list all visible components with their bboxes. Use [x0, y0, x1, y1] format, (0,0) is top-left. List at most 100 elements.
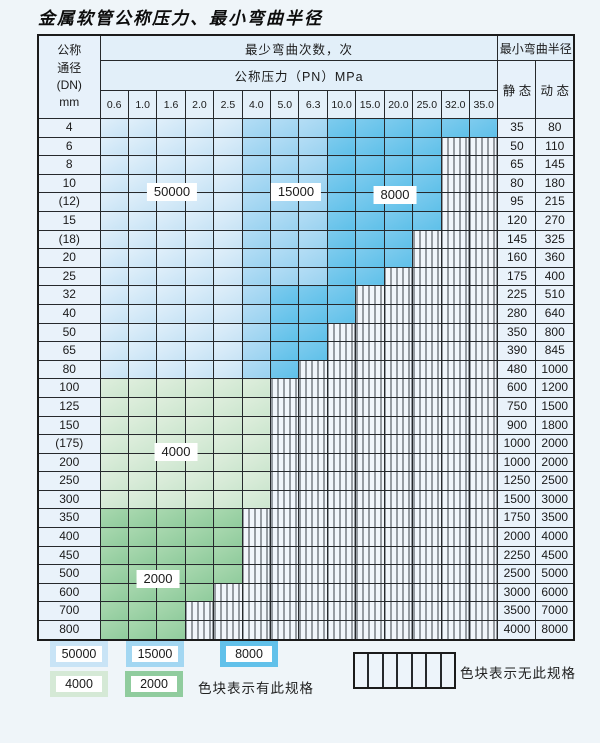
- cycle-band-cell: [156, 303, 186, 324]
- no-spec-cell: [383, 601, 414, 622]
- cycle-band-cell: [326, 285, 357, 305]
- no-spec-cell: [355, 359, 385, 380]
- cycle-count-label: 50000: [146, 183, 198, 201]
- no-spec-cell: [440, 266, 470, 287]
- cycle-band-cell: [156, 601, 186, 622]
- dynamic-radius-cell: 2500: [535, 471, 575, 491]
- cycle-band-cell: [156, 136, 186, 157]
- no-spec-cell: [468, 322, 499, 343]
- static-radius-cell: 2500: [497, 564, 537, 584]
- cycle-band-cell: [326, 303, 357, 324]
- no-spec-cell: [440, 192, 470, 212]
- no-spec-cell: [270, 582, 300, 603]
- cycle-band-cell: [213, 248, 243, 268]
- no-spec-cell: [383, 359, 414, 380]
- dn-cell: 100: [37, 378, 101, 398]
- cycle-band-cell: [127, 545, 158, 566]
- table-row: 15 120 270: [37, 210, 575, 231]
- cycle-band-cell: [127, 285, 158, 305]
- cycle-band-cell: [298, 118, 328, 138]
- no-spec-cell: [412, 415, 442, 436]
- cycle-band-cell: [213, 545, 243, 566]
- cycle-band-cell: [326, 173, 357, 194]
- table-row: 150 900 1800: [37, 415, 575, 436]
- cycle-band-cell: [213, 434, 243, 454]
- cycle-band-cell: [184, 564, 215, 584]
- no-spec-cell: [326, 620, 357, 641]
- dynamic-column-header: 动 态: [535, 60, 575, 119]
- cycle-band-cell: [184, 582, 215, 603]
- cycle-band-cell: [213, 285, 243, 305]
- dn-cell: 4: [37, 118, 101, 138]
- cycle-band-cell: [270, 136, 300, 157]
- no-spec-cell: [383, 527, 414, 547]
- cycle-band-cell: [213, 489, 243, 510]
- no-spec-cell: [383, 545, 414, 566]
- cycle-band-cell: [184, 341, 215, 361]
- no-spec-cell: [213, 582, 243, 603]
- no-spec-cell: [440, 452, 470, 473]
- no-spec-cell: [468, 508, 499, 529]
- static-radius-cell: 65: [497, 155, 537, 175]
- no-spec-cell: [440, 527, 470, 547]
- cycle-band-cell: [412, 210, 442, 231]
- no-spec-cell: [468, 527, 499, 547]
- cycle-band-cell: [213, 359, 243, 380]
- cycle-band-cell: [156, 489, 186, 510]
- static-radius-cell: 95: [497, 192, 537, 212]
- table-row: 350 1750 3500: [37, 508, 575, 529]
- table-row: 800 4000 8000: [37, 620, 575, 641]
- table-row: (18) 145 325: [37, 229, 575, 250]
- no-spec-cell: [298, 564, 328, 584]
- cycle-band-cell: [213, 527, 243, 547]
- no-spec-cell: [355, 341, 385, 361]
- no-spec-cell: [326, 564, 357, 584]
- pressure-column-header: 1.6: [156, 90, 186, 119]
- legend-swatch-label: 8000: [226, 646, 272, 662]
- dynamic-radius-cell: 110: [535, 136, 575, 157]
- no-spec-cell: [440, 601, 470, 622]
- cycle-band-cell: [241, 155, 272, 175]
- legend-swatch-2000: 2000: [125, 671, 183, 697]
- cycle-band-cell: [156, 396, 186, 417]
- cycle-band-cell: [412, 155, 442, 175]
- static-radius-cell: 80: [497, 173, 537, 194]
- no-spec-cell: [383, 489, 414, 510]
- no-spec-cell: [412, 489, 442, 510]
- cycle-band-cell: [99, 322, 129, 343]
- cycle-band-cell: [270, 248, 300, 268]
- legend-has-spec-text: 色块表示有此规格: [198, 681, 314, 696]
- no-spec-cell: [468, 582, 499, 603]
- dn-cell: 200: [37, 452, 101, 473]
- no-spec-cell: [355, 489, 385, 510]
- table-row: 100 600 1200: [37, 378, 575, 398]
- no-spec-cell: [298, 415, 328, 436]
- pressure-column-header: 10.0: [326, 90, 357, 119]
- cycle-band-cell: [326, 229, 357, 250]
- cycle-band-cell: [298, 322, 328, 343]
- cycle-band-cell: [184, 471, 215, 491]
- static-radius-cell: 160: [497, 248, 537, 268]
- no-spec-cell: [383, 303, 414, 324]
- header-row-2: 公称压力（PN）MPa 静 态 动 态: [38, 60, 575, 119]
- no-spec-cell: [326, 415, 357, 436]
- pressure-column-header: 5.0: [270, 90, 300, 119]
- no-spec-cell: [468, 359, 499, 380]
- cycle-band-cell: [184, 545, 215, 566]
- cycle-band-cell: [241, 210, 272, 231]
- no-spec-cell: [298, 452, 328, 473]
- dn-cell: 25: [37, 266, 101, 287]
- no-spec-cell: [270, 508, 300, 529]
- no-spec-cell: [270, 545, 300, 566]
- dn-cell: 65: [37, 341, 101, 361]
- cycle-band-cell: [127, 136, 158, 157]
- no-spec-cell: [440, 378, 470, 398]
- cycle-band-cell: [99, 582, 129, 603]
- cycle-band-cell: [156, 266, 186, 287]
- cycle-band-cell: [156, 508, 186, 529]
- no-spec-cell: [468, 452, 499, 473]
- cycle-band-cell: [184, 378, 215, 398]
- no-spec-cell: [383, 471, 414, 491]
- cycle-band-cell: [383, 248, 414, 268]
- static-radius-cell: 175: [497, 266, 537, 287]
